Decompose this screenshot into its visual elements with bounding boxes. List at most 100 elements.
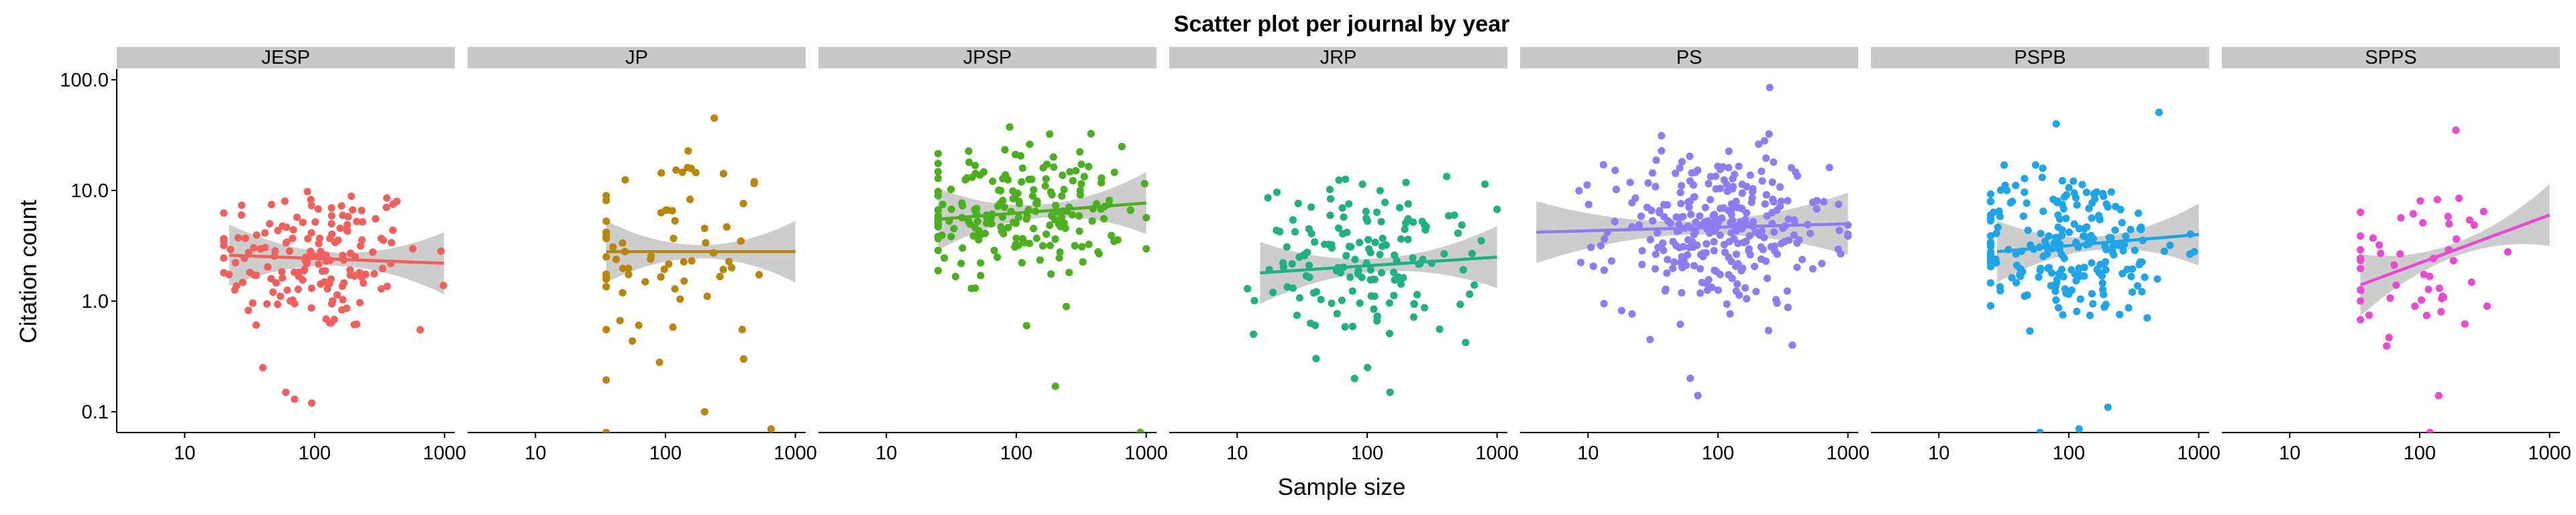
data-point xyxy=(1076,148,1084,156)
data-point xyxy=(220,235,228,243)
data-point xyxy=(321,267,329,275)
data-point xyxy=(665,260,673,268)
data-point xyxy=(609,243,617,251)
data-point xyxy=(1000,203,1008,211)
data-point xyxy=(252,321,260,329)
data-point xyxy=(1705,276,1713,284)
data-point xyxy=(967,284,975,292)
data-point xyxy=(1763,274,1772,282)
data-point xyxy=(308,399,316,407)
data-point xyxy=(1766,84,1774,92)
data-point xyxy=(1986,239,1994,247)
data-point xyxy=(1366,266,1375,274)
data-point xyxy=(1798,255,1807,264)
data-point xyxy=(2118,270,2127,278)
data-point xyxy=(989,177,997,185)
plot-area xyxy=(220,188,447,407)
x-tick-label: 1000 xyxy=(1124,443,1168,464)
data-point xyxy=(1690,262,1698,270)
data-point xyxy=(1664,217,1672,225)
data-point xyxy=(263,300,271,308)
data-point xyxy=(339,296,347,304)
data-point xyxy=(1395,204,1403,212)
data-point xyxy=(1765,130,1773,138)
data-point xyxy=(307,304,315,312)
data-point xyxy=(2424,286,2432,294)
data-point xyxy=(1734,239,1742,247)
data-point xyxy=(767,425,775,433)
data-point xyxy=(1818,260,1826,268)
data-point xyxy=(661,206,670,214)
data-point xyxy=(995,186,1003,194)
data-point xyxy=(1062,302,1071,310)
data-point xyxy=(1385,329,1393,337)
data-point xyxy=(1436,325,1444,333)
data-point xyxy=(1364,235,1373,243)
data-point xyxy=(2419,219,2427,227)
data-point xyxy=(1276,227,1284,235)
data-point xyxy=(1142,214,1150,222)
data-point xyxy=(1790,217,1799,225)
data-point xyxy=(1269,288,1277,296)
plot-area xyxy=(1986,109,2199,433)
data-point xyxy=(289,226,297,234)
data-point xyxy=(1402,219,1410,227)
x-tick-label: 10 xyxy=(875,443,897,464)
data-point xyxy=(997,223,1005,231)
data-point xyxy=(1326,186,1334,194)
data-point xyxy=(337,202,345,210)
facet-strip xyxy=(468,47,806,68)
data-point xyxy=(349,206,357,214)
data-point xyxy=(1737,204,1745,212)
data-point xyxy=(317,280,325,288)
data-point xyxy=(750,180,758,188)
data-point xyxy=(1397,280,1405,288)
data-point xyxy=(1654,229,1662,237)
data-point xyxy=(2129,288,2137,296)
data-point xyxy=(1678,253,1686,261)
data-point xyxy=(602,376,610,384)
data-point xyxy=(657,169,665,177)
data-point xyxy=(669,235,678,243)
data-point xyxy=(2105,233,2113,241)
data-point xyxy=(2437,308,2445,316)
data-point xyxy=(1060,186,1068,194)
data-point xyxy=(311,218,319,226)
data-point xyxy=(2452,126,2460,134)
data-point xyxy=(700,225,708,233)
data-point xyxy=(1992,229,2000,237)
data-point xyxy=(672,166,680,174)
data-point xyxy=(2023,199,2031,207)
data-point xyxy=(343,304,351,312)
data-point xyxy=(1658,147,1666,155)
data-point xyxy=(619,239,627,247)
data-point xyxy=(1585,201,1593,209)
data-point xyxy=(1030,186,1038,194)
facet-panel-spps: SPPS 10 100 1000 xyxy=(2222,47,2571,464)
data-point xyxy=(1723,300,1731,308)
data-point xyxy=(740,355,748,363)
data-point xyxy=(2465,216,2474,224)
data-point xyxy=(286,247,294,255)
data-point xyxy=(1076,186,1084,194)
facet-panel-jpsp: JPSP 10 100 1000 xyxy=(818,47,1168,464)
data-point xyxy=(1631,194,1640,202)
data-point xyxy=(963,174,971,182)
data-point xyxy=(327,204,335,212)
data-point xyxy=(1737,267,1746,275)
data-point xyxy=(728,264,736,272)
data-point xyxy=(2021,188,2029,196)
data-point xyxy=(2039,252,2047,260)
data-point xyxy=(1837,250,1845,258)
data-point xyxy=(2051,287,2059,295)
data-point xyxy=(437,247,445,255)
plot-area xyxy=(2357,126,2551,433)
y-axis-title: Citation count xyxy=(15,200,42,343)
data-point xyxy=(253,231,261,239)
data-point xyxy=(2065,290,2073,298)
data-point xyxy=(383,194,391,202)
facet-panel-ps: PS 10 100 1000 xyxy=(1520,47,1870,464)
data-point xyxy=(2000,161,2008,169)
data-point xyxy=(1676,188,1684,196)
data-point xyxy=(621,176,629,184)
